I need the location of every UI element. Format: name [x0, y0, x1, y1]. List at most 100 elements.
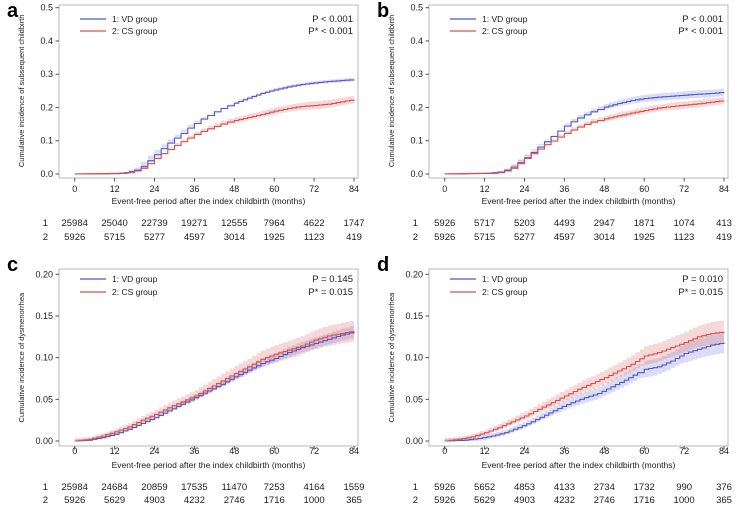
svg-text:0.2: 0.2 — [40, 102, 53, 112]
svg-text:Event-free period after the in: Event-free period after the index childb… — [112, 196, 306, 206]
svg-text:0.1: 0.1 — [40, 136, 53, 146]
svg-text:2: 2 — [43, 495, 48, 506]
svg-text:2: CS group: 2: CS group — [112, 26, 158, 36]
panel-letter-b: b — [377, 0, 390, 22]
svg-text:3014: 3014 — [224, 232, 245, 243]
svg-text:0.10: 0.10 — [35, 353, 53, 363]
svg-text:36: 36 — [189, 184, 199, 194]
svg-text:1716: 1716 — [634, 495, 655, 506]
panel-a-chart: 0.00.10.20.30.40.50 12 24 36 48 60 72 84Event-f… — [17, 3, 365, 243]
svg-text:Cumulative incidence of dysmen: Cumulative incidence of dysmenorrhea — [17, 292, 26, 422]
svg-text:1074: 1074 — [674, 218, 695, 229]
svg-text:4597: 4597 — [554, 232, 575, 243]
svg-text:1: VD group: 1: VD group — [482, 14, 528, 24]
svg-text:1: 1 — [43, 218, 48, 229]
svg-text:84: 84 — [719, 446, 729, 456]
svg-text:0.2: 0.2 — [410, 102, 423, 112]
svg-text:25984: 25984 — [61, 482, 87, 493]
svg-text:2: CS group: 2: CS group — [112, 287, 158, 297]
svg-text:1716: 1716 — [264, 495, 285, 506]
svg-text:0.0: 0.0 — [40, 169, 53, 179]
svg-text:0: 0 — [442, 446, 447, 456]
svg-text:17535: 17535 — [181, 482, 207, 493]
svg-text:2: 2 — [43, 232, 48, 243]
svg-text:5629: 5629 — [104, 495, 125, 506]
svg-text:24684: 24684 — [101, 482, 127, 493]
svg-text:4493: 4493 — [554, 218, 575, 229]
svg-text:5715: 5715 — [104, 232, 125, 243]
svg-text:0.00: 0.00 — [405, 436, 423, 446]
svg-text:5652: 5652 — [474, 482, 495, 493]
svg-text:365: 365 — [346, 495, 362, 506]
svg-text:1559: 1559 — [343, 482, 364, 493]
svg-text:Event-free period after the in: Event-free period after the index childb… — [482, 196, 676, 206]
svg-text:0.4: 0.4 — [40, 36, 53, 46]
svg-text:P = 0.010: P = 0.010 — [682, 274, 723, 285]
svg-text:11470: 11470 — [221, 482, 247, 493]
svg-text:12: 12 — [110, 446, 120, 456]
svg-text:1: VD group: 1: VD group — [112, 14, 158, 24]
svg-text:419: 419 — [346, 232, 362, 243]
svg-text:2947: 2947 — [594, 218, 615, 229]
svg-text:36: 36 — [559, 184, 569, 194]
svg-text:1: 1 — [413, 218, 418, 229]
svg-text:P* < 0.001: P* < 0.001 — [308, 26, 353, 37]
svg-text:5926: 5926 — [434, 482, 455, 493]
svg-text:48: 48 — [229, 446, 239, 456]
svg-text:25040: 25040 — [101, 218, 127, 229]
svg-text:5926: 5926 — [64, 232, 85, 243]
svg-text:60: 60 — [639, 184, 649, 194]
svg-text:Event-free period after the in: Event-free period after the index childb… — [482, 460, 676, 470]
svg-text:5926: 5926 — [64, 495, 85, 506]
panel-letter-d: d — [377, 254, 390, 276]
svg-text:Event-free period after the in: Event-free period after the index childb… — [112, 460, 306, 470]
svg-text:4232: 4232 — [554, 495, 575, 506]
svg-text:84: 84 — [719, 184, 729, 194]
svg-text:4232: 4232 — [184, 495, 205, 506]
svg-text:1000: 1000 — [304, 495, 325, 506]
panel-c-chart: 0.000.050.100.150.200 12 24 36 48 60 72 84Event… — [17, 268, 365, 506]
panel-d: d 0.00 0.05 0.10 0.15 0.20 0 12 24 36 48 60 72 84 Eve… — [370, 254, 740, 508]
svg-text:1000: 1000 — [674, 495, 695, 506]
svg-text:60: 60 — [269, 446, 279, 456]
svg-text:12: 12 — [110, 184, 120, 194]
panel-letter-a: a — [7, 0, 19, 22]
svg-text:0.4: 0.4 — [410, 36, 423, 46]
svg-text:2: CS group: 2: CS group — [482, 287, 528, 297]
svg-text:1925: 1925 — [634, 232, 655, 243]
svg-text:1: 1 — [43, 482, 48, 493]
svg-text:7964: 7964 — [264, 218, 285, 229]
svg-text:5926: 5926 — [434, 232, 455, 243]
svg-text:19271: 19271 — [181, 218, 207, 229]
svg-text:36: 36 — [559, 446, 569, 456]
svg-text:5277: 5277 — [144, 232, 165, 243]
svg-text:5203: 5203 — [514, 218, 535, 229]
svg-text:1747: 1747 — [343, 218, 364, 229]
svg-text:72: 72 — [309, 446, 319, 456]
svg-text:2: 2 — [413, 232, 418, 243]
svg-text:12555: 12555 — [221, 218, 247, 229]
svg-text:4853: 4853 — [514, 482, 535, 493]
svg-text:0: 0 — [72, 446, 77, 456]
svg-text:48: 48 — [599, 184, 609, 194]
panel-a: a 0.0 0.1 0.2 0.3 0.4 0.5 0 12 24 36 48 60 72 84 Event… — [0, 0, 370, 254]
svg-text:4133: 4133 — [554, 482, 575, 493]
svg-text:12: 12 — [480, 446, 490, 456]
svg-text:4622: 4622 — [304, 218, 325, 229]
svg-text:Cumulative incidence of subseq: Cumulative incidence of subsequent child… — [387, 15, 396, 168]
svg-text:84: 84 — [349, 184, 359, 194]
svg-text:72: 72 — [679, 446, 689, 456]
panel-d-chart: 0.000.050.100.150.200 12 24 36 48 60 72 84Event… — [387, 268, 732, 506]
svg-text:0.20: 0.20 — [35, 269, 53, 279]
svg-text:1: VD group: 1: VD group — [112, 274, 158, 284]
svg-text:990: 990 — [676, 482, 692, 493]
svg-text:413: 413 — [716, 218, 732, 229]
svg-text:2746: 2746 — [594, 495, 615, 506]
svg-text:72: 72 — [309, 184, 319, 194]
svg-text:1: VD group: 1: VD group — [482, 274, 528, 284]
svg-text:20859: 20859 — [141, 482, 167, 493]
svg-text:0.15: 0.15 — [35, 311, 53, 321]
svg-text:2746: 2746 — [224, 495, 245, 506]
svg-text:5715: 5715 — [474, 232, 495, 243]
